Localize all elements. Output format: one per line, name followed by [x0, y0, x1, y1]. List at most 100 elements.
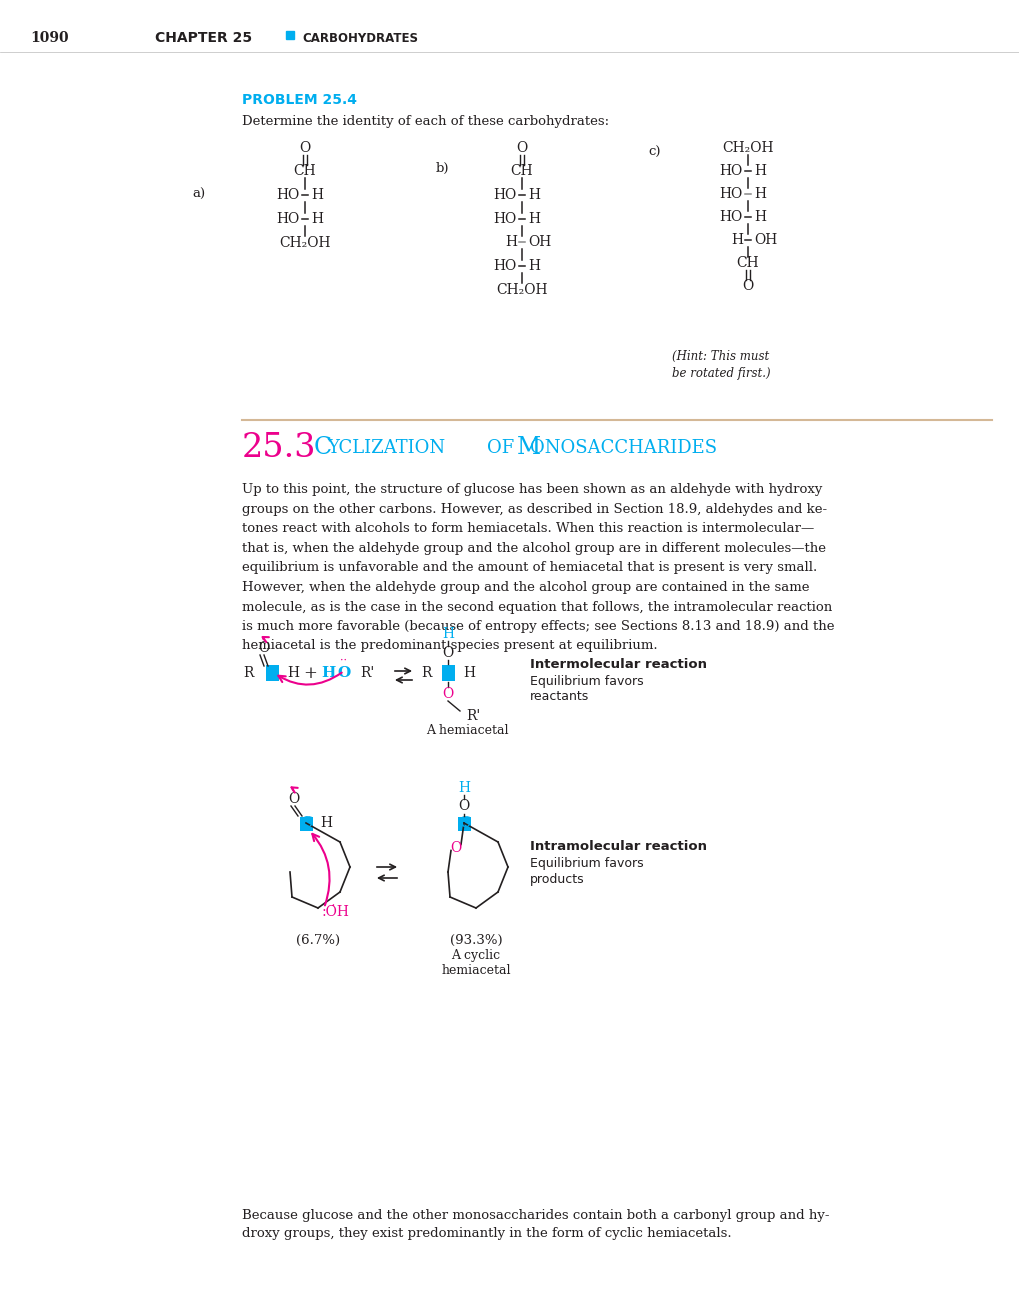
- Text: H: H: [463, 666, 475, 680]
- Text: 1090: 1090: [30, 31, 68, 44]
- Text: C: C: [458, 816, 470, 831]
- Text: O: O: [458, 799, 469, 814]
- Text: groups on the other carbons. However, as described in Section 18.9, aldehydes an: groups on the other carbons. However, as…: [242, 504, 826, 515]
- Text: HO: HO: [719, 164, 742, 178]
- Text: hemiacetal is the predominant species present at equilibrium.: hemiacetal is the predominant species pr…: [242, 640, 657, 653]
- Text: H: H: [528, 259, 539, 273]
- Text: O: O: [442, 646, 453, 661]
- Text: Intermolecular reaction: Intermolecular reaction: [530, 658, 706, 671]
- Text: O: O: [288, 793, 300, 806]
- Text: c): c): [647, 145, 660, 158]
- FancyArrowPatch shape: [312, 835, 329, 905]
- Text: Intramolecular reaction: Intramolecular reaction: [530, 841, 706, 854]
- FancyArrowPatch shape: [278, 672, 341, 684]
- Bar: [458, 818, 471, 831]
- Text: CH: CH: [736, 256, 758, 269]
- Text: R: R: [421, 666, 432, 680]
- Text: hemiacetal: hemiacetal: [441, 964, 511, 977]
- Text: Up to this point, the structure of glucose has been shown as an aldehyde with hy: Up to this point, the structure of gluco…: [242, 484, 821, 497]
- Text: H: H: [753, 211, 765, 224]
- Text: O: O: [516, 141, 527, 156]
- Text: R': R': [360, 666, 374, 680]
- Text: H: H: [731, 233, 742, 247]
- Text: H: H: [753, 187, 765, 201]
- Bar: [441, 664, 454, 681]
- Text: H: H: [528, 212, 539, 226]
- Text: that is, when the aldehyde group and the alcohol group are in different molecule: that is, when the aldehyde group and the…: [242, 542, 825, 555]
- Text: is much more favorable (because of entropy effects; see Sections 8.13 and 18.9) : is much more favorable (because of entro…: [242, 620, 834, 633]
- Text: C: C: [300, 816, 312, 831]
- Text: tones react with alcohols to form hemiacetals. When this reaction is intermolecu: tones react with alcohols to form hemiac…: [242, 522, 813, 535]
- Text: However, when the aldehyde group and the alcohol group are contained in the same: However, when the aldehyde group and the…: [242, 581, 809, 594]
- Text: H: H: [321, 666, 335, 680]
- Text: HO: HO: [276, 188, 300, 201]
- Text: CH₂OH: CH₂OH: [279, 235, 330, 250]
- FancyArrowPatch shape: [263, 637, 269, 642]
- Text: 25.3: 25.3: [242, 432, 316, 464]
- Text: O: O: [258, 641, 269, 655]
- Text: HO: HO: [493, 259, 517, 273]
- Text: Equilibrium favors: Equilibrium favors: [530, 675, 643, 688]
- Text: A hemiacetal: A hemiacetal: [425, 723, 507, 736]
- Text: H: H: [753, 164, 765, 178]
- Text: M: M: [517, 437, 541, 459]
- Text: C: C: [441, 666, 453, 680]
- Text: CH: CH: [293, 164, 316, 178]
- Text: OH: OH: [528, 235, 550, 249]
- Text: be rotated first.): be rotated first.): [672, 368, 770, 381]
- Text: ONOSACCHARIDES: ONOSACCHARIDES: [530, 439, 716, 456]
- Text: :ȮH: :ȮH: [322, 905, 350, 920]
- Text: A cyclic: A cyclic: [451, 950, 500, 963]
- Text: H: H: [504, 235, 517, 249]
- Bar: [300, 818, 313, 831]
- Text: CHAPTER 25: CHAPTER 25: [155, 31, 252, 44]
- Text: C: C: [314, 437, 332, 459]
- Text: HO: HO: [493, 188, 517, 201]
- Text: O: O: [442, 687, 453, 701]
- Text: O: O: [450, 841, 462, 854]
- Text: b): b): [435, 161, 449, 174]
- Text: CARBOHYDRATES: CARBOHYDRATES: [302, 31, 418, 44]
- Text: reactants: reactants: [530, 689, 589, 702]
- Bar: [285, 31, 293, 39]
- Text: H: H: [311, 188, 323, 201]
- Text: products: products: [530, 874, 584, 887]
- Text: H: H: [458, 781, 470, 795]
- Text: PROBLEM 25.4: PROBLEM 25.4: [242, 93, 357, 107]
- Text: molecule, as is the case in the second equation that follows, the intramolecular: molecule, as is the case in the second e…: [242, 600, 832, 613]
- Text: a): a): [192, 187, 205, 200]
- Text: R': R': [466, 709, 480, 723]
- Text: HO: HO: [719, 211, 742, 224]
- Text: HO: HO: [276, 212, 300, 226]
- Text: CH₂OH: CH₂OH: [721, 141, 773, 156]
- Text: H: H: [528, 188, 539, 201]
- Text: (93.3%): (93.3%): [449, 934, 501, 947]
- Text: droxy groups, they exist predominantly in the form of cyclic hemiacetals.: droxy groups, they exist predominantly i…: [242, 1227, 731, 1240]
- Text: C: C: [266, 666, 278, 680]
- Text: CH₂OH: CH₂OH: [496, 283, 547, 297]
- Text: OF: OF: [486, 439, 514, 456]
- Text: +: +: [303, 664, 317, 681]
- Text: O: O: [337, 666, 351, 680]
- Text: (Hint: This must: (Hint: This must: [672, 349, 768, 362]
- Text: Determine the identity of each of these carbohydrates:: Determine the identity of each of these …: [242, 115, 608, 128]
- Text: equilibrium is unfavorable and the amount of hemiacetal that is present is very : equilibrium is unfavorable and the amoun…: [242, 561, 816, 574]
- Text: OH: OH: [753, 233, 776, 247]
- Text: (6.7%): (6.7%): [296, 934, 339, 947]
- Text: H: H: [320, 816, 331, 831]
- Text: HO: HO: [719, 187, 742, 201]
- Text: ··: ··: [340, 657, 347, 666]
- Text: O: O: [300, 141, 311, 156]
- Text: Because glucose and the other monosaccharides contain both a carbonyl group and : Because glucose and the other monosaccha…: [242, 1209, 828, 1222]
- Text: H: H: [286, 666, 299, 680]
- Text: HO: HO: [493, 212, 517, 226]
- FancyArrowPatch shape: [291, 787, 298, 793]
- Text: H: H: [311, 212, 323, 226]
- Text: YCLIZATION: YCLIZATION: [327, 439, 444, 456]
- Text: R: R: [244, 666, 254, 680]
- Text: O: O: [742, 279, 753, 293]
- Text: CH: CH: [511, 164, 533, 178]
- Bar: [266, 664, 279, 681]
- Text: H: H: [441, 627, 453, 641]
- Text: Equilibrium favors: Equilibrium favors: [530, 858, 643, 871]
